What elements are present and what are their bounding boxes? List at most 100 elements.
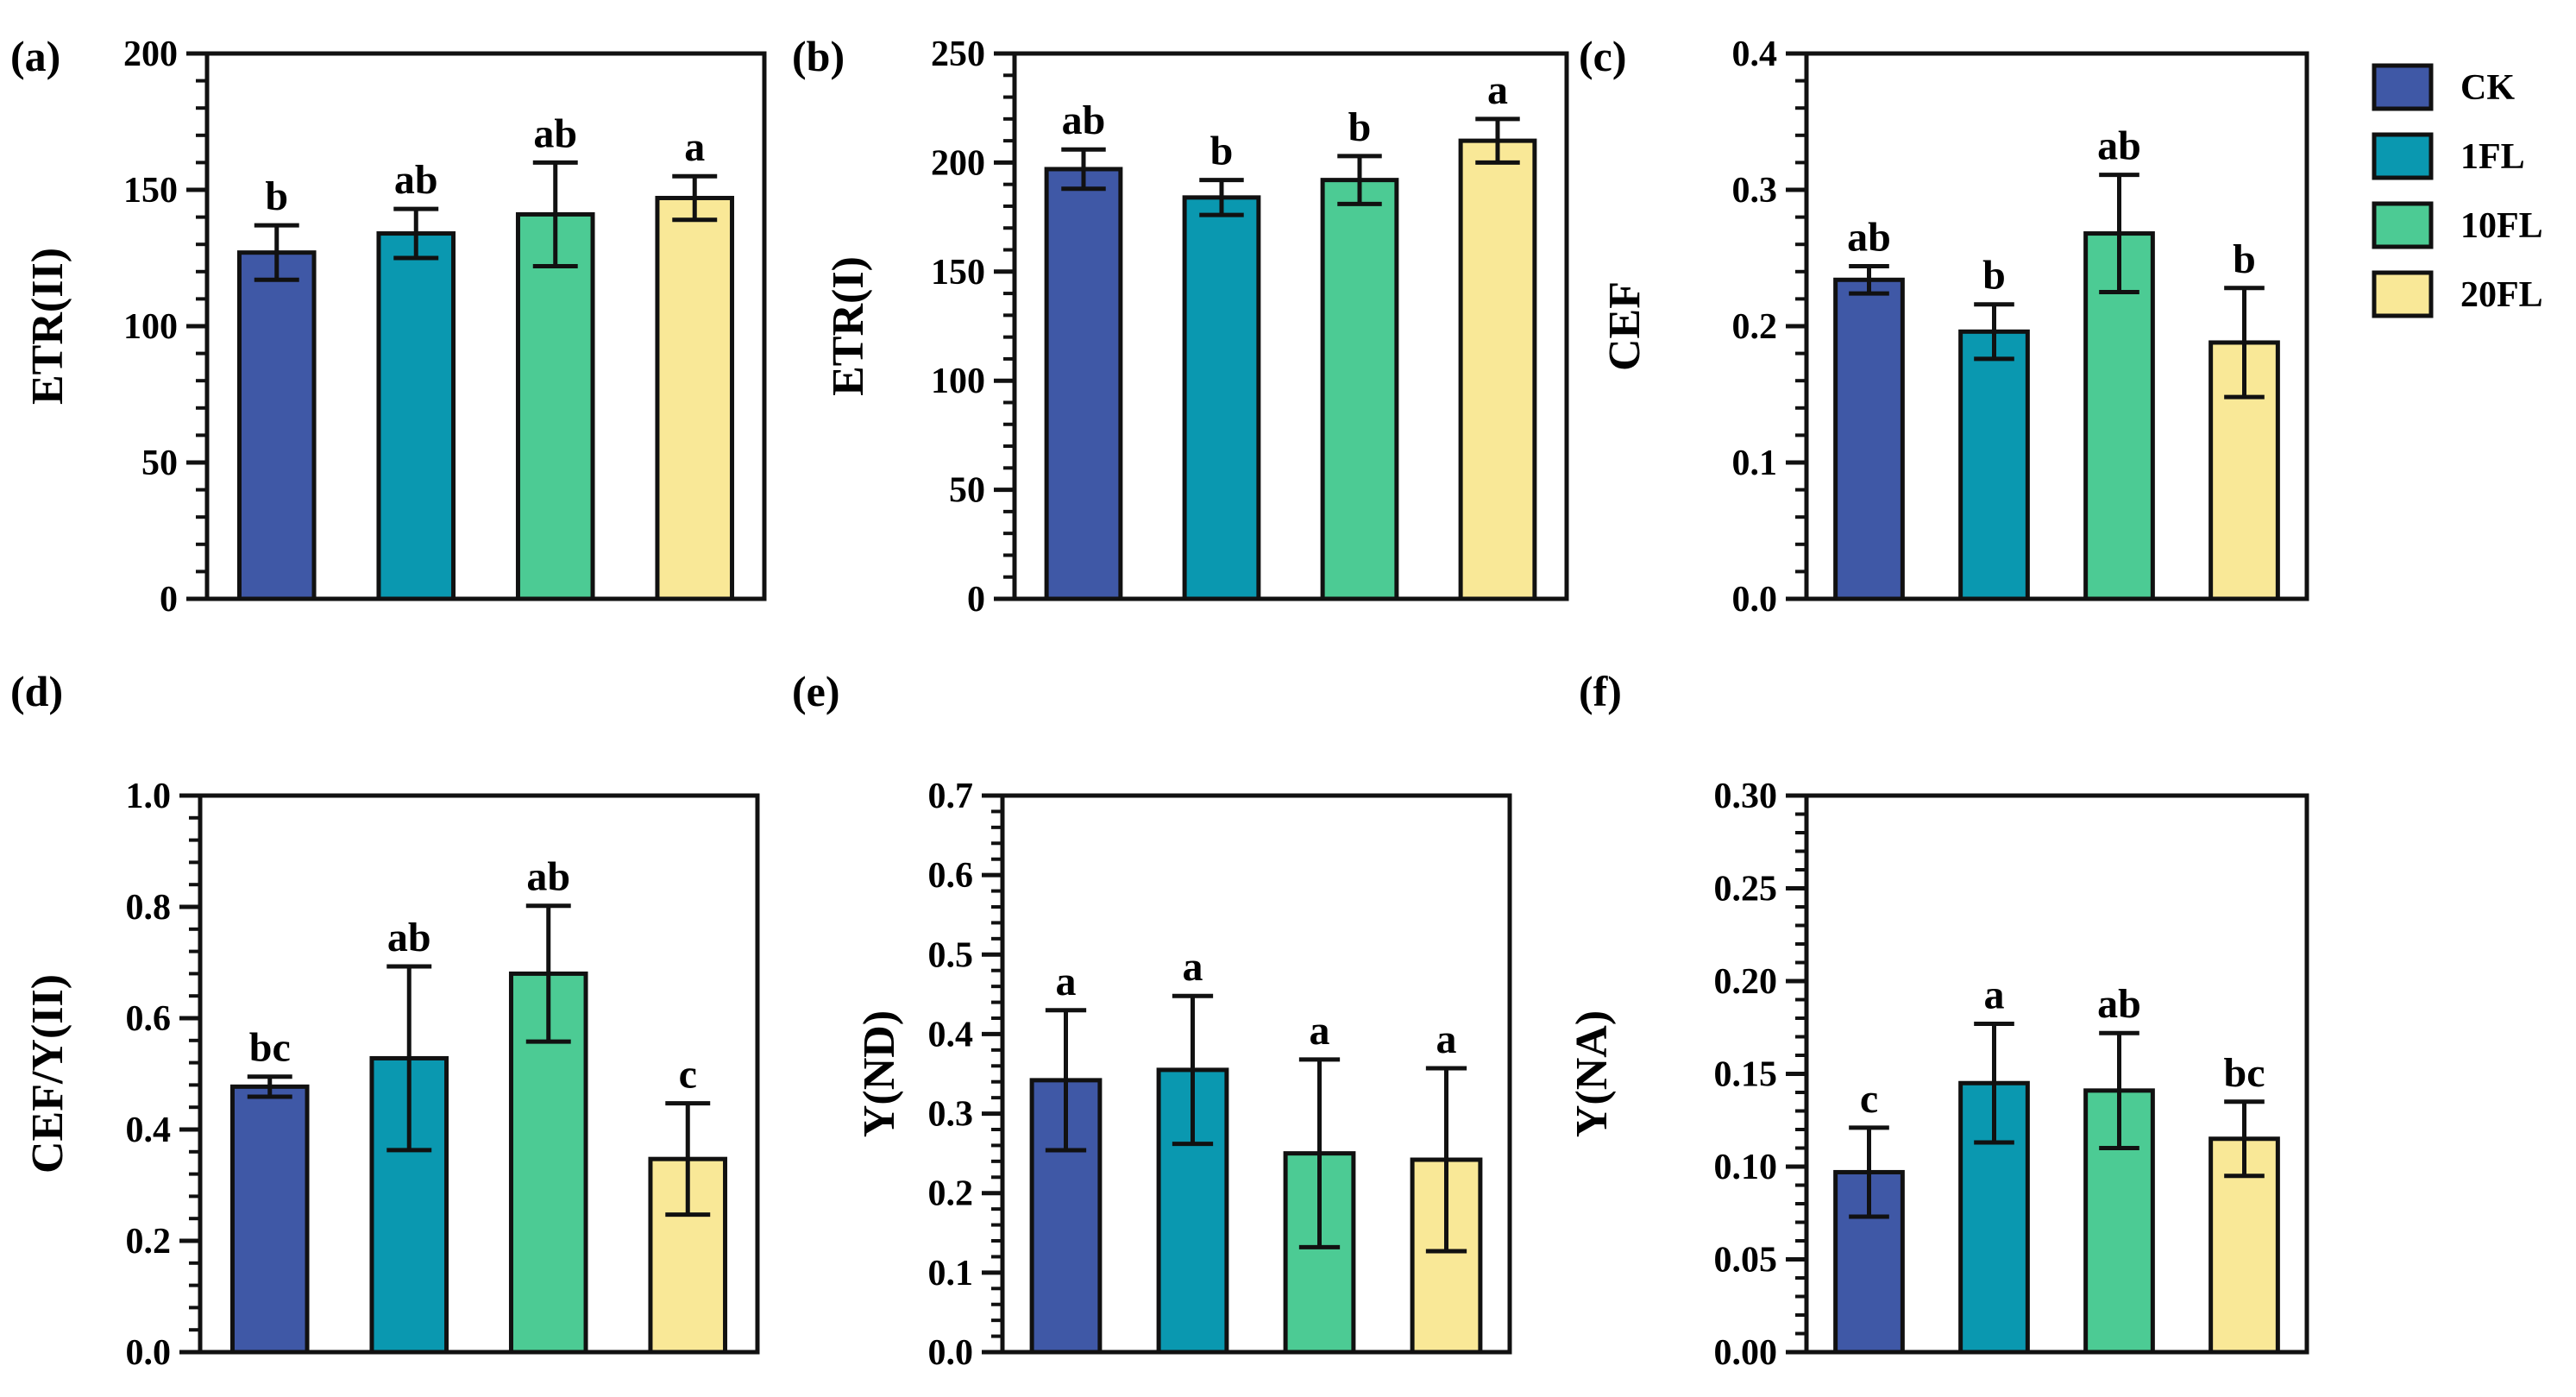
y-tick-label: 0.30 [1714, 777, 1778, 816]
significance-label: b [2233, 236, 2256, 282]
y-tick-label: 150 [123, 171, 178, 211]
y-tick-label: 250 [931, 35, 985, 74]
bar-1fl [1182, 195, 1261, 601]
bar-ck [1833, 277, 1905, 601]
panel-label: (f) [1579, 667, 1622, 715]
legend-swatch [2372, 270, 2434, 318]
y-axis: 0 50 100 150 200 [123, 35, 207, 620]
chart-panel-3: ab b ab b 0.0 0.1 0.2 0.3 0.4 CEF (c) [1579, 32, 2309, 620]
error-bar [247, 1074, 292, 1099]
significance-label: ab [394, 157, 438, 203]
y-tick-label: 0.4 [126, 1111, 172, 1150]
significance-label: ab [2097, 981, 2141, 1027]
y-axis-label: Y(ND) [855, 1010, 904, 1137]
y-axis: 0.0 0.1 0.2 0.3 0.4 [1732, 35, 1806, 620]
y-tick-label: 0.4 [928, 1015, 974, 1054]
legend-swatch [2372, 132, 2434, 180]
significance-label: b [1210, 129, 1234, 174]
significance-label: bc [249, 1025, 291, 1071]
y-tick-label: 0 [160, 580, 178, 620]
y-tick-label: 0.0 [1732, 580, 1778, 620]
legend-item-20fl: 20FL [2372, 270, 2543, 318]
legend-item-1fl: 1FL [2372, 132, 2525, 180]
significance-label: ab [387, 915, 431, 960]
significance-label: c [1860, 1076, 1878, 1122]
bar-1fl [1958, 329, 2030, 601]
chart-panel-1: b ab ab a 0 50 100 150 200 ETR(II) (a) [10, 32, 767, 620]
y-tick-label: 0.0 [928, 1333, 974, 1373]
error-bar [1337, 154, 1382, 206]
y-tick-label: 1.0 [126, 777, 172, 816]
y-tick-label: 50 [141, 444, 178, 483]
error-bar [665, 1101, 711, 1218]
y-tick-label: 0.6 [126, 999, 172, 1039]
chart-panel-6: c a ab bc 0.00 0.05 0.10 0.15 0.20 0.25 0.30 Y(NA) (… [1568, 667, 2309, 1373]
error-bar [532, 160, 578, 268]
error-bar [1849, 1125, 1889, 1219]
significance-label: b [1348, 104, 1372, 150]
y-tick-label: 0.05 [1714, 1241, 1778, 1281]
bar-1fl [376, 231, 456, 601]
significance-label: a [1436, 1016, 1457, 1062]
significance-label: a [1183, 944, 1203, 990]
y-tick-label: 0.00 [1714, 1333, 1778, 1373]
y-tick-label: 0.15 [1714, 1055, 1778, 1095]
error-bar [2099, 173, 2139, 294]
y-tick-label: 0.2 [1732, 307, 1778, 347]
bar-20fl [1458, 138, 1537, 601]
error-bar [525, 903, 571, 1044]
significance-label: b [1982, 253, 2006, 299]
y-axis: 0.0 0.1 0.2 0.3 0.4 0.5 0.6 0.7 [928, 777, 1002, 1373]
y-axis: 0.00 0.05 0.10 0.15 0.20 0.25 0.30 [1714, 777, 1806, 1373]
panel-label: (a) [10, 32, 60, 80]
y-tick-label: 0.10 [1714, 1148, 1778, 1187]
y-tick-label: 0.7 [928, 777, 974, 816]
y-axis: 0 50 100 150 200 250 [931, 35, 1015, 620]
y-tick-label: 0.1 [928, 1254, 974, 1293]
y-axis-label: ETR(II) [23, 248, 72, 405]
y-tick-label: 0.3 [928, 1095, 974, 1135]
error-bar [1974, 302, 2014, 362]
y-tick-label: 0.20 [1714, 962, 1778, 1002]
y-tick-label: 150 [931, 253, 985, 293]
significance-label: a [1056, 959, 1077, 1004]
y-tick-label: 0.2 [126, 1222, 172, 1262]
significance-label: ab [1062, 98, 1106, 143]
bar-10fl [515, 211, 595, 601]
legend-item-ck: CK [2372, 63, 2515, 111]
error-bar [672, 173, 718, 223]
y-axis-label: CEF/Y(II) [23, 974, 72, 1174]
significance-label: ab [2097, 123, 2141, 169]
y-tick-label: 100 [931, 362, 985, 401]
error-bar [1475, 116, 1520, 165]
y-axis-label: ETR(I) [824, 256, 873, 396]
significance-label: a [684, 124, 705, 170]
plot-frame [198, 793, 760, 1355]
error-bar [386, 964, 432, 1153]
error-bar [2224, 1099, 2265, 1179]
y-tick-label: 0.5 [928, 935, 974, 975]
significance-label: ab [533, 110, 577, 156]
error-bar [1172, 993, 1214, 1147]
chart-panel-4: bc ab ab c 0.0 0.2 0.4 0.6 0.8 1.0 CEF/Y(II) (d) [10, 667, 760, 1373]
y-tick-label: 0.1 [1732, 444, 1778, 483]
error-bar [1061, 147, 1106, 192]
panel-label: (c) [1579, 32, 1627, 80]
y-axis-label: Y(NA) [1568, 1010, 1617, 1137]
bar-ck [236, 250, 317, 601]
significance-label: a [1310, 1008, 1330, 1054]
legend-swatch [2372, 63, 2434, 111]
chart-panel-5: a a a a 0.0 0.1 0.2 0.3 0.4 0.5 0.6 0.7 Y(ND) (e) [792, 667, 1512, 1373]
significance-label: a [1984, 972, 2005, 1017]
significance-label: c [679, 1052, 697, 1098]
bar-10fl [1320, 178, 1399, 601]
y-tick-label: 0.8 [126, 888, 172, 928]
error-bar [1974, 1021, 2014, 1145]
legend: CK 1FL 10FL 20FL [2372, 63, 2543, 318]
bar-ck [1044, 167, 1123, 601]
legend-label: 20FL [2460, 275, 2543, 315]
significance-label: ab [1847, 214, 1891, 260]
bar-ck [229, 1084, 310, 1355]
